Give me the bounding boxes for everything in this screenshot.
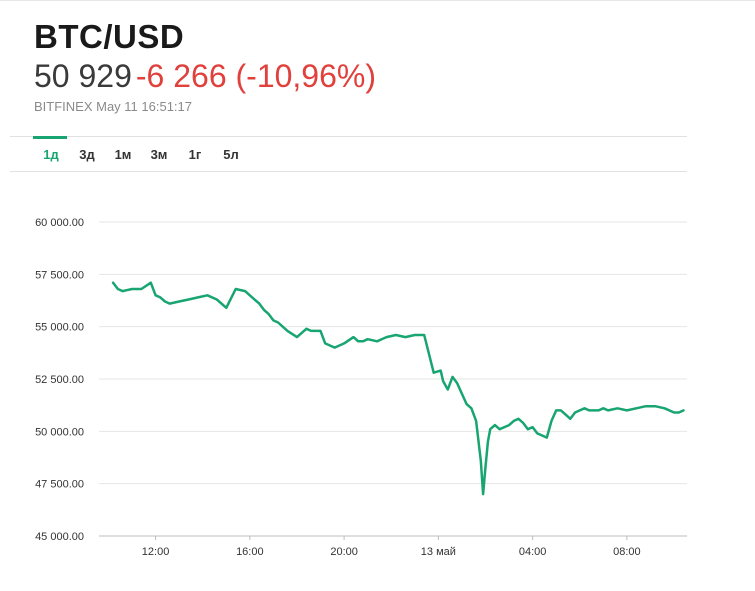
last-price: 50 929 (34, 58, 132, 94)
x-tick-label: 08:00 (613, 546, 641, 558)
active-tab-indicator (33, 136, 67, 139)
y-tick-label: 55 000.00 (35, 322, 84, 334)
price-change: -6 266 (-10,96%) (135, 58, 376, 94)
price-line-series (111, 281, 685, 496)
ticker-symbol: BTC/USD (34, 18, 185, 55)
tab-1m[interactable]: 1м (114, 147, 132, 162)
y-tick-label: 60 000.00 (35, 217, 84, 229)
tab-1y[interactable]: 1г (188, 147, 202, 162)
y-tick-label: 50 000.00 (35, 426, 84, 438)
exchange-timestamp: BITFINEX May 11 16:51:17 (34, 99, 192, 114)
plot-area (111, 281, 685, 496)
x-tick-label: 04:00 (519, 546, 547, 558)
tabs-top-divider (10, 136, 687, 137)
tabs-bottom-divider (10, 171, 687, 172)
tab-3d[interactable]: 3д (79, 147, 95, 162)
y-axis: 60 000.00 57 500.00 55 000.00 52 500.00 50 0… (35, 217, 84, 543)
top-divider (0, 0, 755, 1)
x-tick-label: 20:00 (330, 546, 358, 558)
chart-grid (99, 221, 687, 537)
y-tick-label: 45 000.00 (35, 531, 84, 543)
price-row: 50 929 -6 266 (-10,96%) (34, 57, 376, 95)
tab-1d[interactable]: 1д (43, 147, 59, 162)
x-tick-label: 13 май (421, 546, 456, 558)
quote-header: BTC/USD 50 929 -6 266 (-10,96%) BITFINEX … (34, 18, 376, 114)
tab-3m[interactable]: 3м (150, 147, 168, 162)
y-tick-label: 47 500.00 (35, 479, 84, 491)
x-tick-label: 12:00 (142, 546, 170, 558)
y-tick-label: 52 500.00 (35, 374, 84, 386)
x-axis: 12:00 16:00 20:00 13 май 04:00 08:00 (142, 536, 641, 558)
x-tick-label: 16:00 (236, 546, 264, 558)
period-tabs: 1д 3д 1м 3м 1г 5л (33, 147, 249, 163)
y-tick-label: 57 500.00 (35, 269, 84, 281)
tab-5y[interactable]: 5л (223, 147, 239, 162)
